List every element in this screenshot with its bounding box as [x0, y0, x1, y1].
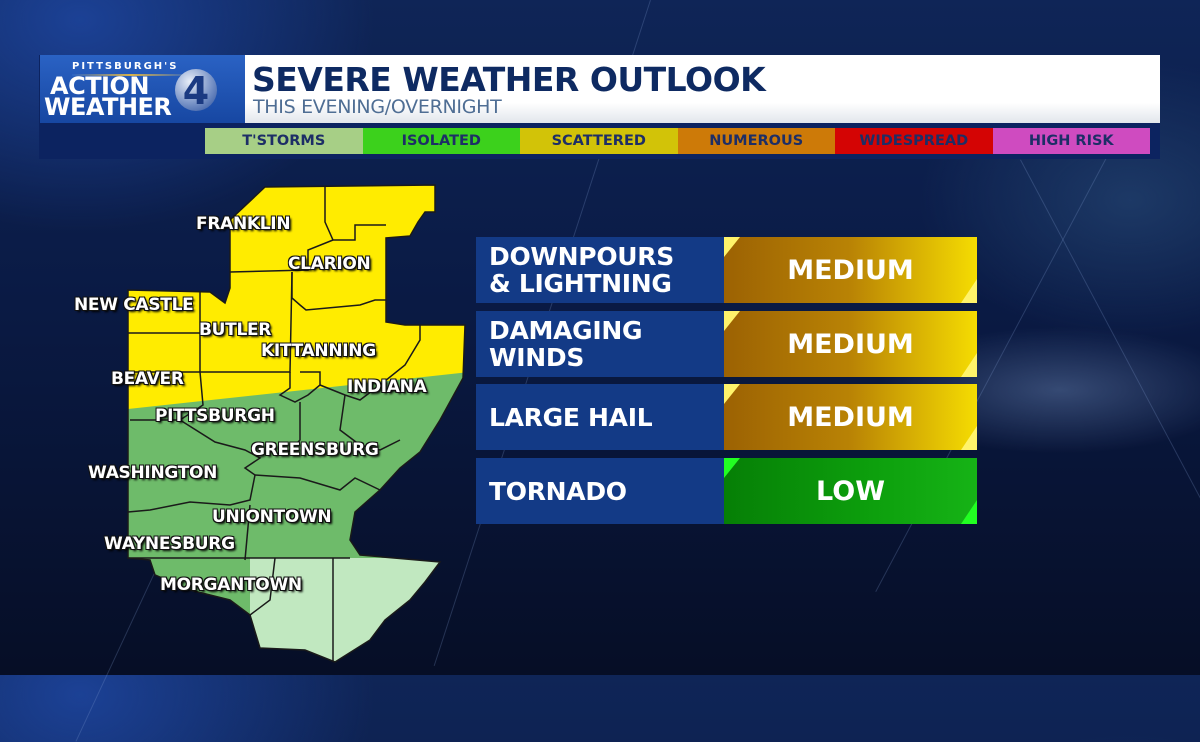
corner-accent	[961, 500, 977, 524]
legend-high-risk: HIGH RISK	[992, 128, 1150, 154]
threat-level-badge: MEDIUM	[724, 237, 977, 303]
logo-line2: WEATHER	[44, 93, 172, 121]
title-bar	[205, 55, 1160, 123]
legend-label: SCATTERED	[551, 133, 646, 149]
city-label-beaver: BEAVER	[111, 369, 184, 389]
city-label-uniontown: UNIONTOWN	[212, 507, 332, 527]
threat-row-tornado: TORNADO LOW	[476, 458, 977, 524]
threat-level-text: MEDIUM	[787, 401, 914, 433]
city-label-clarion: CLARION	[288, 254, 371, 274]
county-borders	[127, 184, 466, 663]
risk-legend: T'STORMS ISOLATED SCATTERED NUMEROUS WID…	[205, 128, 1150, 154]
channel-4-icon: 4	[175, 69, 217, 113]
legend-tstorms: T'STORMS	[205, 128, 363, 154]
threat-level-text: LOW	[816, 475, 885, 507]
corner-accent	[724, 458, 740, 478]
legend-numerous: NUMEROUS	[677, 128, 835, 154]
logo-top-text: PITTSBURGH'S	[72, 61, 179, 72]
city-label-waynesburg: WAYNESBURG	[104, 534, 235, 554]
threat-level-badge: LOW	[724, 458, 977, 524]
threat-name-line1: LARGE HAIL	[489, 402, 653, 432]
city-label-greensburg: GREENSBURG	[251, 440, 379, 460]
legend-scattered: SCATTERED	[520, 128, 678, 154]
city-label-washington: WASHINGTON	[88, 463, 218, 483]
threat-name-line2: WINDS	[489, 343, 585, 372]
corner-accent	[961, 279, 977, 303]
legend-label: ISOLATED	[401, 133, 481, 149]
threat-name-line2: & LIGHTNING	[489, 269, 672, 298]
threat-name-line1: DAMAGING	[489, 316, 643, 345]
risk-map	[127, 184, 466, 663]
city-label-new-castle: NEW CASTLE	[74, 295, 194, 315]
threat-row-large-hail: LARGE HAIL MEDIUM	[476, 384, 977, 450]
legend-label: T'STORMS	[242, 133, 326, 149]
corner-accent	[724, 237, 740, 257]
legend-label: WIDESPREAD	[859, 133, 969, 149]
legend-label: HIGH RISK	[1028, 133, 1114, 149]
logo-line1: ACTION	[50, 72, 149, 100]
corner-accent	[961, 426, 977, 450]
threat-level-badge: MEDIUM	[724, 311, 977, 377]
city-label-pittsburgh: PITTSBURGH	[155, 406, 275, 426]
threat-name-line1: DOWNPOURS	[489, 242, 674, 271]
page-subtitle: THIS EVENING/OVERNIGHT	[253, 96, 502, 118]
city-label-franklin: FRANKLIN	[196, 214, 291, 234]
threat-name: LARGE HAIL	[476, 384, 724, 450]
corner-accent	[724, 384, 740, 404]
page-title: SEVERE WEATHER OUTLOOK	[252, 60, 766, 99]
threat-level-text: MEDIUM	[787, 328, 914, 360]
city-label-indiana: INDIANA	[347, 377, 427, 397]
logo-divider	[72, 74, 190, 76]
threat-level-text: MEDIUM	[787, 254, 914, 286]
corner-accent	[961, 353, 977, 377]
threat-level-badge: MEDIUM	[724, 384, 977, 450]
legend-label: NUMEROUS	[709, 133, 804, 149]
threat-row-damaging-winds: DAMAGING WINDS MEDIUM	[476, 311, 977, 377]
city-label-butler: BUTLER	[199, 320, 272, 340]
threat-name: TORNADO	[476, 458, 724, 524]
threat-name: DOWNPOURS & LIGHTNING	[476, 237, 724, 303]
city-label-morgantown: MORGANTOWN	[160, 575, 302, 595]
threat-name-line1: TORNADO	[489, 476, 627, 506]
city-label-kittanning: KITTANNING	[261, 341, 376, 361]
threat-row-downpours: DOWNPOURS & LIGHTNING MEDIUM	[476, 237, 977, 303]
legend-widespread: WIDESPREAD	[835, 128, 993, 154]
corner-accent	[724, 311, 740, 331]
threat-name: DAMAGING WINDS	[476, 311, 724, 377]
legend-isolated: ISOLATED	[362, 128, 520, 154]
station-logo: PITTSBURGH'S ACTION WEATHER 4	[40, 55, 245, 123]
